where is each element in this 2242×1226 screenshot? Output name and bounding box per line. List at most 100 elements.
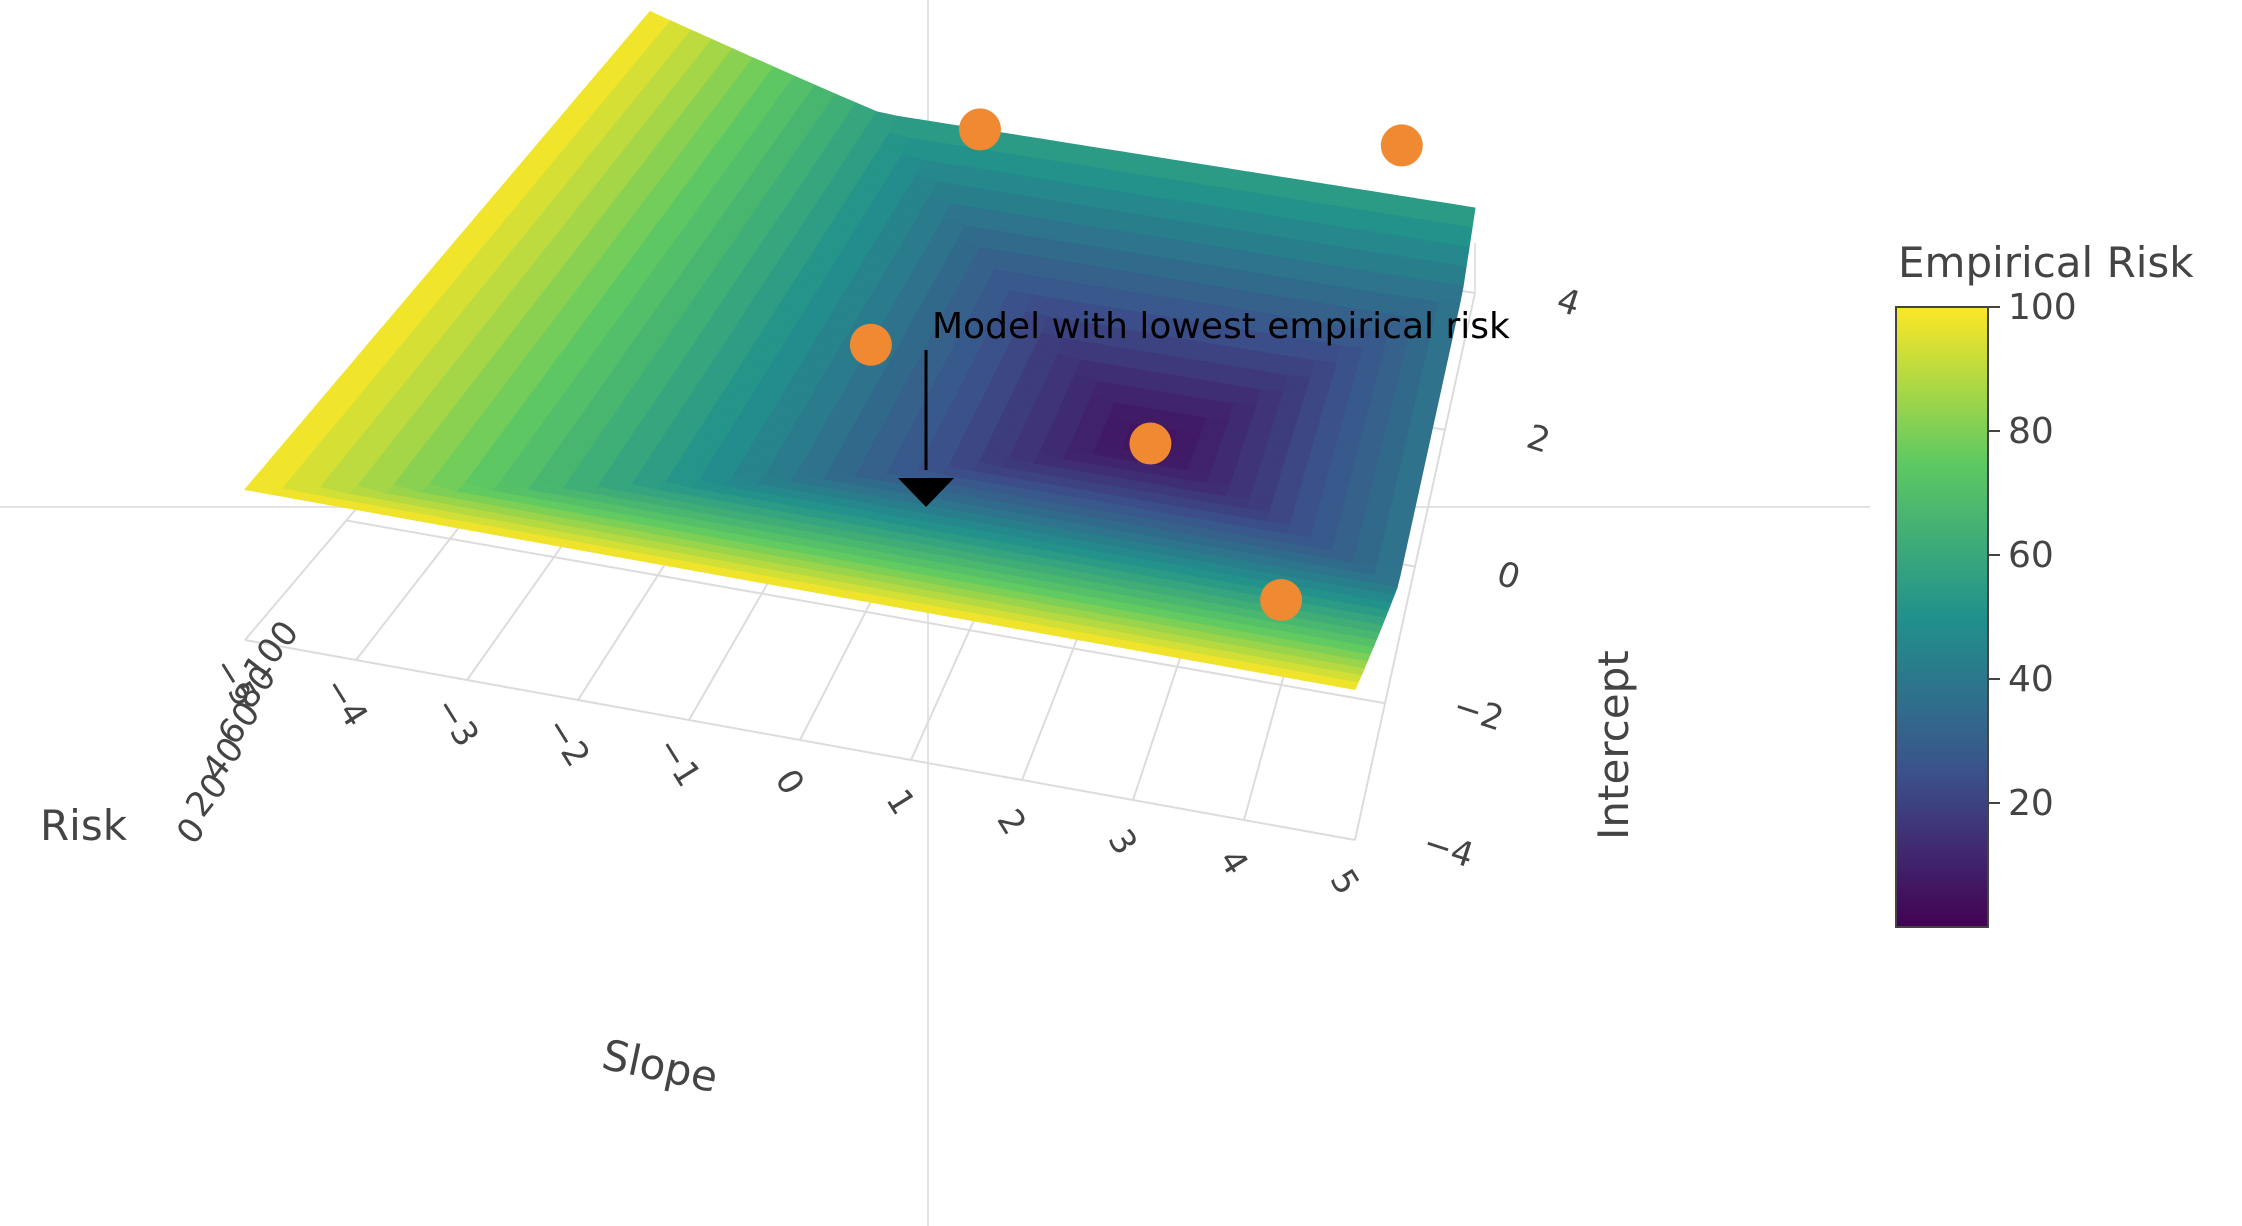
surface-cell — [1281, 456, 1311, 472]
surface-cell — [1320, 402, 1349, 418]
surface-cell — [1405, 217, 1431, 242]
surface-cell — [1289, 429, 1319, 446]
surface-cell — [1293, 416, 1322, 432]
surface-cell — [1382, 425, 1411, 442]
annotation-arrowhead — [898, 478, 954, 507]
surface-cell — [1293, 496, 1323, 512]
intercept-grid-line — [244, 639, 1356, 841]
surface-cell — [1369, 480, 1398, 497]
surface-cell — [1367, 191, 1394, 216]
surface-cell — [1396, 465, 1425, 482]
surface-cell — [1328, 375, 1357, 391]
surface-cell — [1297, 483, 1327, 499]
surface-cell — [1334, 522, 1364, 538]
surface-cell — [1253, 470, 1283, 486]
model-points — [849, 108, 1423, 621]
colorbar: Empirical Risk 20 40 60 80 100 — [1895, 238, 2194, 928]
surface-cell — [1308, 442, 1338, 458]
surface-cell — [1409, 410, 1437, 428]
surface-cell — [1396, 371, 1424, 388]
surface-cell — [1331, 535, 1361, 552]
surface-cell — [1312, 242, 1340, 267]
surface-cell — [1402, 438, 1431, 455]
colorbar-tick-label: 80 — [2008, 411, 2054, 452]
intercept-axis-title: Intercept — [1589, 650, 1638, 840]
surface-cell — [1358, 346, 1386, 363]
surface-cell — [1338, 226, 1365, 251]
surface-cell — [1324, 388, 1353, 405]
surface-cell — [1351, 373, 1379, 390]
surface-cell — [1326, 284, 1353, 309]
surface-cell — [1355, 249, 1382, 274]
intercept-tick-label: 0 — [1492, 554, 1525, 599]
slope-tick-label: 0 — [767, 762, 812, 802]
surface-cell — [1273, 483, 1303, 499]
surface-cell — [1285, 443, 1315, 459]
surface-cell — [1316, 415, 1345, 431]
surface-cell — [1380, 534, 1410, 550]
surface-cell — [1348, 467, 1378, 484]
surface-cell — [1423, 240, 1449, 265]
surface-cell — [1363, 210, 1390, 235]
intercept-grid-line — [346, 519, 1386, 705]
surface-cell — [1392, 385, 1421, 401]
surface-cell — [1388, 194, 1414, 219]
colorbar-tick-label: 20 — [2008, 783, 2054, 824]
surface-cell — [1260, 371, 1289, 393]
surface-cell — [1229, 471, 1260, 486]
slope-tick-label: −2 — [537, 710, 597, 774]
colorbar-gradient — [1895, 306, 1989, 928]
surface-cell — [1336, 345, 1364, 364]
surface-cell — [1399, 357, 1427, 374]
surface-cell — [1338, 508, 1368, 525]
surface-cell — [1389, 398, 1417, 415]
surface-cell — [1418, 369, 1446, 387]
surface-cell — [1372, 466, 1401, 483]
surface-cell — [1249, 484, 1279, 500]
surface-cell — [1359, 230, 1386, 255]
surface-cell — [1426, 220, 1452, 245]
surface-cell — [1415, 383, 1443, 400]
surface-cell — [1429, 200, 1455, 226]
risk-surface — [244, 10, 1476, 691]
surface-cell — [1376, 453, 1405, 469]
surface-cell — [1289, 510, 1319, 526]
surface-cell — [1347, 387, 1375, 404]
intercept-tick-label: −2 — [1448, 686, 1508, 740]
surface-cell — [1313, 509, 1344, 525]
model-point — [1129, 422, 1172, 465]
surface-cell — [1310, 522, 1340, 539]
surface-cell — [1352, 454, 1381, 470]
surface-cell — [1380, 233, 1407, 258]
surface-cell — [1374, 561, 1404, 577]
surface-cell — [1373, 372, 1401, 389]
surface-cell — [1377, 547, 1407, 564]
surface-cell — [1332, 441, 1361, 458]
surface-cell — [1409, 197, 1435, 222]
surface-cell — [1384, 214, 1411, 239]
surface-cell — [1336, 428, 1365, 444]
model-point — [1260, 578, 1303, 621]
surface-cell — [1394, 275, 1421, 300]
slope-tick-label: −3 — [426, 690, 486, 754]
surface-cell — [1362, 507, 1392, 524]
surface-cell — [1401, 236, 1428, 261]
surface-cell — [1450, 204, 1476, 229]
surface-cell — [1355, 440, 1385, 457]
intercept-tick-label: −4 — [1418, 823, 1478, 877]
surface-cell — [1377, 359, 1405, 376]
risk-axis-title: Risk — [40, 801, 128, 850]
intercept-tick-label: 4 — [1552, 280, 1585, 325]
surface-cell — [1406, 424, 1434, 441]
surface-cell — [1354, 360, 1382, 377]
model-point — [959, 108, 1001, 151]
slope-tick-label: 5 — [1322, 862, 1367, 902]
colorbar-tick-label: 40 — [2008, 659, 2054, 700]
surface-cell — [1386, 412, 1414, 429]
surface-cell — [1345, 481, 1374, 497]
surface-cell — [1342, 207, 1369, 232]
model-point — [849, 323, 892, 366]
surface-cell — [1366, 399, 1395, 416]
surface-cell — [1380, 345, 1408, 362]
